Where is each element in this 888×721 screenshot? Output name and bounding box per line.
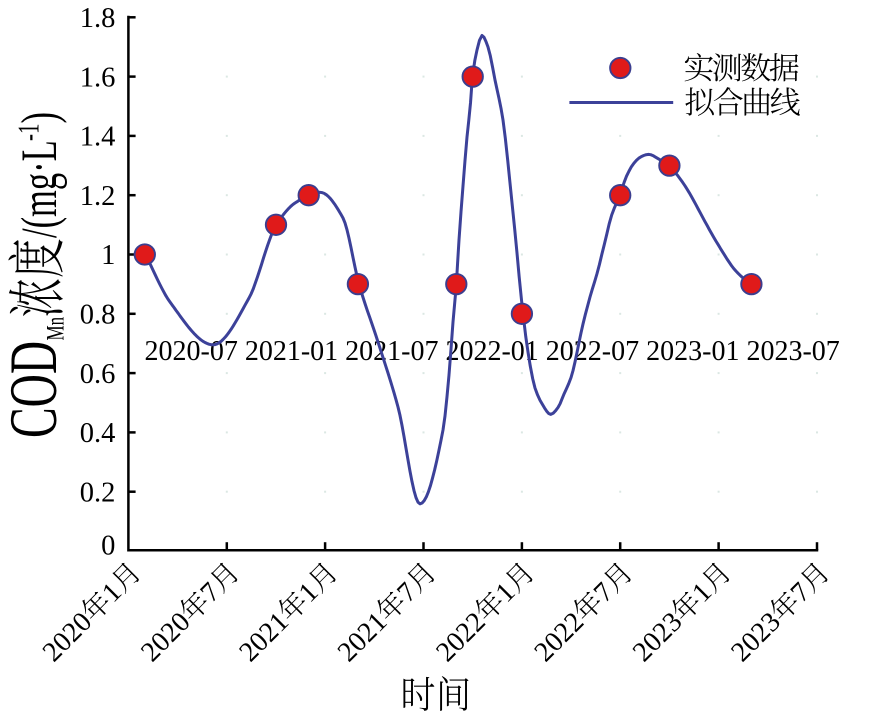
svg-text:2020-07 2021-01 2021-07 2022-0: 2020-07 2021-01 2021-07 2022-01 2022-07 … [145, 336, 840, 367]
svg-text:0.4: 0.4 [80, 418, 116, 449]
svg-text:): ) [11, 112, 67, 123]
svg-text:COD: COD [0, 341, 71, 438]
svg-text:1.4: 1.4 [80, 122, 116, 153]
svg-text:Mn: Mn [41, 317, 69, 341]
svg-text:1.2: 1.2 [80, 181, 116, 212]
svg-text:/(mg·L: /(mg·L [11, 140, 67, 238]
svg-text:0.6: 0.6 [80, 359, 116, 390]
svg-text:0.8: 0.8 [80, 300, 116, 331]
svg-text:1.8: 1.8 [80, 3, 116, 34]
svg-text:-1: -1 [10, 124, 45, 141]
svg-text:0: 0 [101, 531, 115, 562]
svg-text:0.2: 0.2 [80, 477, 116, 508]
svg-text:1: 1 [101, 240, 115, 271]
svg-text:1.6: 1.6 [80, 62, 116, 93]
